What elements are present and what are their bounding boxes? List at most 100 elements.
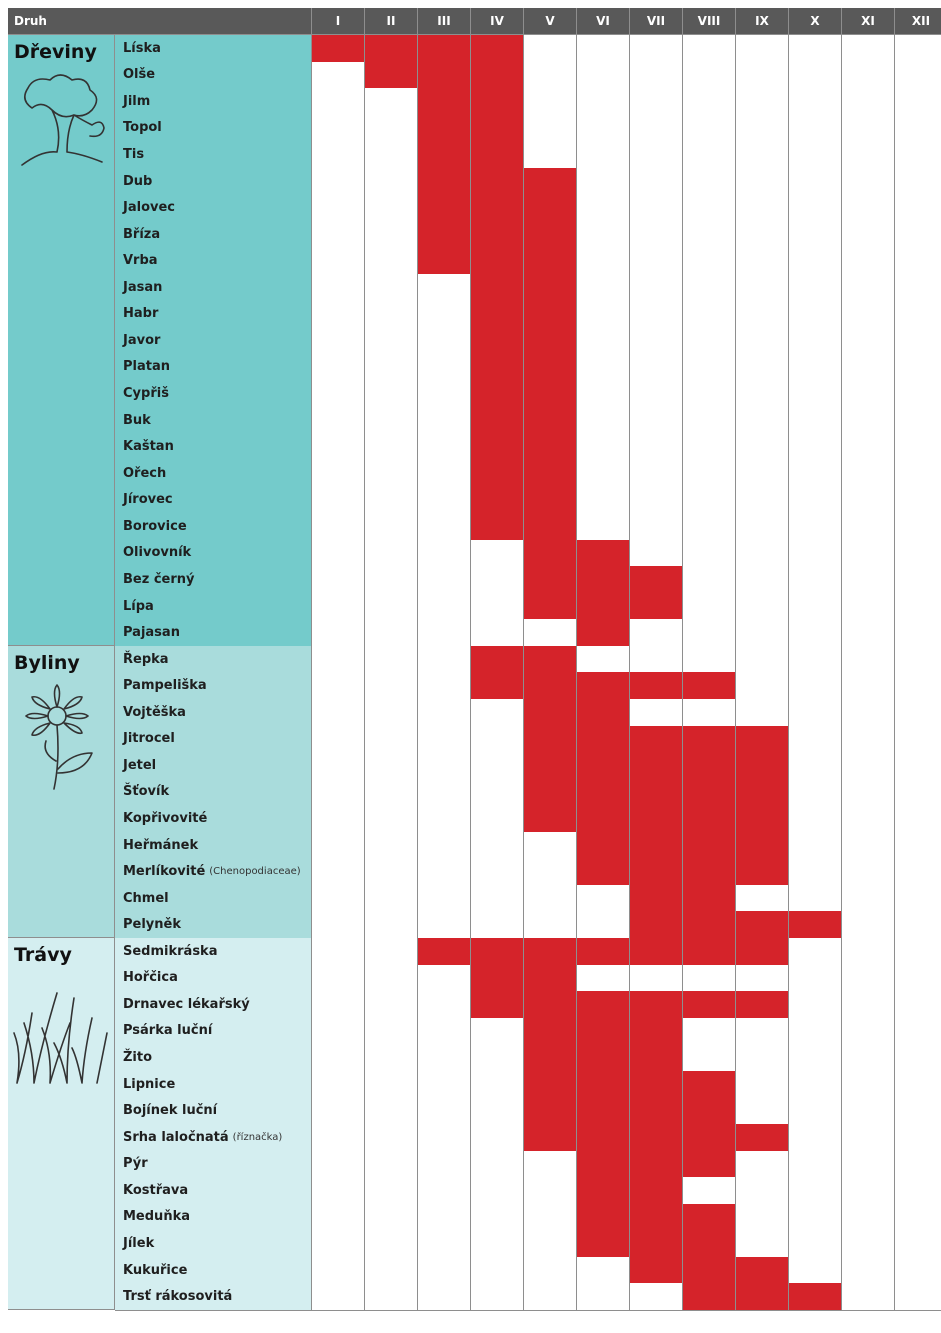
month-cell <box>524 115 577 143</box>
month-cell <box>577 1097 630 1125</box>
month-cell <box>895 1097 941 1125</box>
month-cell <box>577 62 630 90</box>
month-cell <box>683 1177 736 1205</box>
month-cell <box>683 1204 736 1232</box>
month-cell <box>577 1124 630 1152</box>
month-cell <box>471 1071 524 1099</box>
month-cell <box>789 540 842 568</box>
species-note: (Chenopodiaceae) <box>209 866 300 877</box>
month-cell <box>365 487 418 515</box>
species-text: Olše <box>123 67 155 82</box>
month-cell <box>630 1283 683 1311</box>
month-cell <box>524 672 577 700</box>
month-cell <box>471 885 524 913</box>
month-cell <box>365 805 418 833</box>
month-cell <box>524 752 577 780</box>
month-cell <box>683 646 736 674</box>
species-text: Bříza <box>123 227 160 242</box>
month-cell <box>312 88 365 116</box>
month-cell <box>630 1257 683 1285</box>
month-cell <box>418 327 471 355</box>
month-cell <box>683 115 736 143</box>
month-cell <box>312 1177 365 1205</box>
month-cell <box>683 141 736 169</box>
month-cell <box>630 1124 683 1152</box>
group-icon <box>12 70 112 185</box>
species-name: Tis <box>115 141 312 169</box>
month-cell <box>842 247 895 275</box>
month-cell <box>577 726 630 754</box>
month-cell <box>524 1044 577 1072</box>
month-cell <box>471 805 524 833</box>
month-cell <box>630 1204 683 1232</box>
month-cell <box>312 699 365 727</box>
month-cell <box>471 221 524 249</box>
month-cell <box>895 407 941 435</box>
species-name: Sedmikráska <box>115 938 312 966</box>
species-text: Drnavec lékařský <box>123 997 250 1012</box>
month-cell <box>683 247 736 275</box>
month-cell <box>577 832 630 860</box>
month-cell <box>312 1124 365 1152</box>
month-cell <box>312 433 365 461</box>
month-cell <box>789 885 842 913</box>
month-cell <box>736 805 789 833</box>
species-name: Šťovík <box>115 779 312 807</box>
species-name: Topol <box>115 115 312 143</box>
species-text: Srha laločnatá <box>123 1130 229 1145</box>
month-cell <box>895 301 941 329</box>
month-cell <box>312 858 365 886</box>
month-cell <box>736 1177 789 1205</box>
month-cell <box>418 380 471 408</box>
month-cell <box>524 513 577 541</box>
species-name: Psárka luční <box>115 1018 312 1046</box>
month-cell <box>365 88 418 116</box>
month-cell <box>577 194 630 222</box>
month-cell <box>471 1151 524 1179</box>
month-cell <box>842 194 895 222</box>
month-cell <box>524 832 577 860</box>
month-cell <box>524 1071 577 1099</box>
month-cell <box>683 1018 736 1046</box>
month-cell <box>630 88 683 116</box>
month-cell <box>895 487 941 515</box>
month-cell <box>365 1018 418 1046</box>
month-cell <box>736 885 789 913</box>
month-cell <box>895 1177 941 1205</box>
month-cell <box>842 301 895 329</box>
month-cell <box>365 965 418 993</box>
month-cell <box>471 1018 524 1046</box>
month-cell <box>789 991 842 1019</box>
month-cell <box>789 194 842 222</box>
month-cell <box>524 354 577 382</box>
month-header: VIII <box>683 8 736 35</box>
month-cell <box>418 221 471 249</box>
month-cell <box>471 354 524 382</box>
month-cell <box>312 460 365 488</box>
month-cell <box>524 380 577 408</box>
month-cell <box>630 699 683 727</box>
month-cell <box>789 141 842 169</box>
month-cell <box>736 965 789 993</box>
month-cell <box>365 1044 418 1072</box>
species-name: Kopřivovité <box>115 805 312 833</box>
month-header: XII <box>895 8 941 35</box>
month-cell <box>312 593 365 621</box>
month-cell <box>471 301 524 329</box>
month-cell <box>577 88 630 116</box>
month-cell <box>842 938 895 966</box>
month-cell <box>842 141 895 169</box>
month-cell <box>842 885 895 913</box>
month-cell <box>842 779 895 807</box>
month-cell <box>842 513 895 541</box>
month-cell <box>630 327 683 355</box>
month-cell <box>524 779 577 807</box>
species-text: Buk <box>123 413 151 428</box>
group-icon <box>12 973 112 1088</box>
month-cell <box>365 832 418 860</box>
species-text: Pajasan <box>123 625 180 640</box>
month-cell <box>471 1044 524 1072</box>
month-cell <box>577 1018 630 1046</box>
month-cell <box>524 1283 577 1311</box>
month-cell <box>418 991 471 1019</box>
